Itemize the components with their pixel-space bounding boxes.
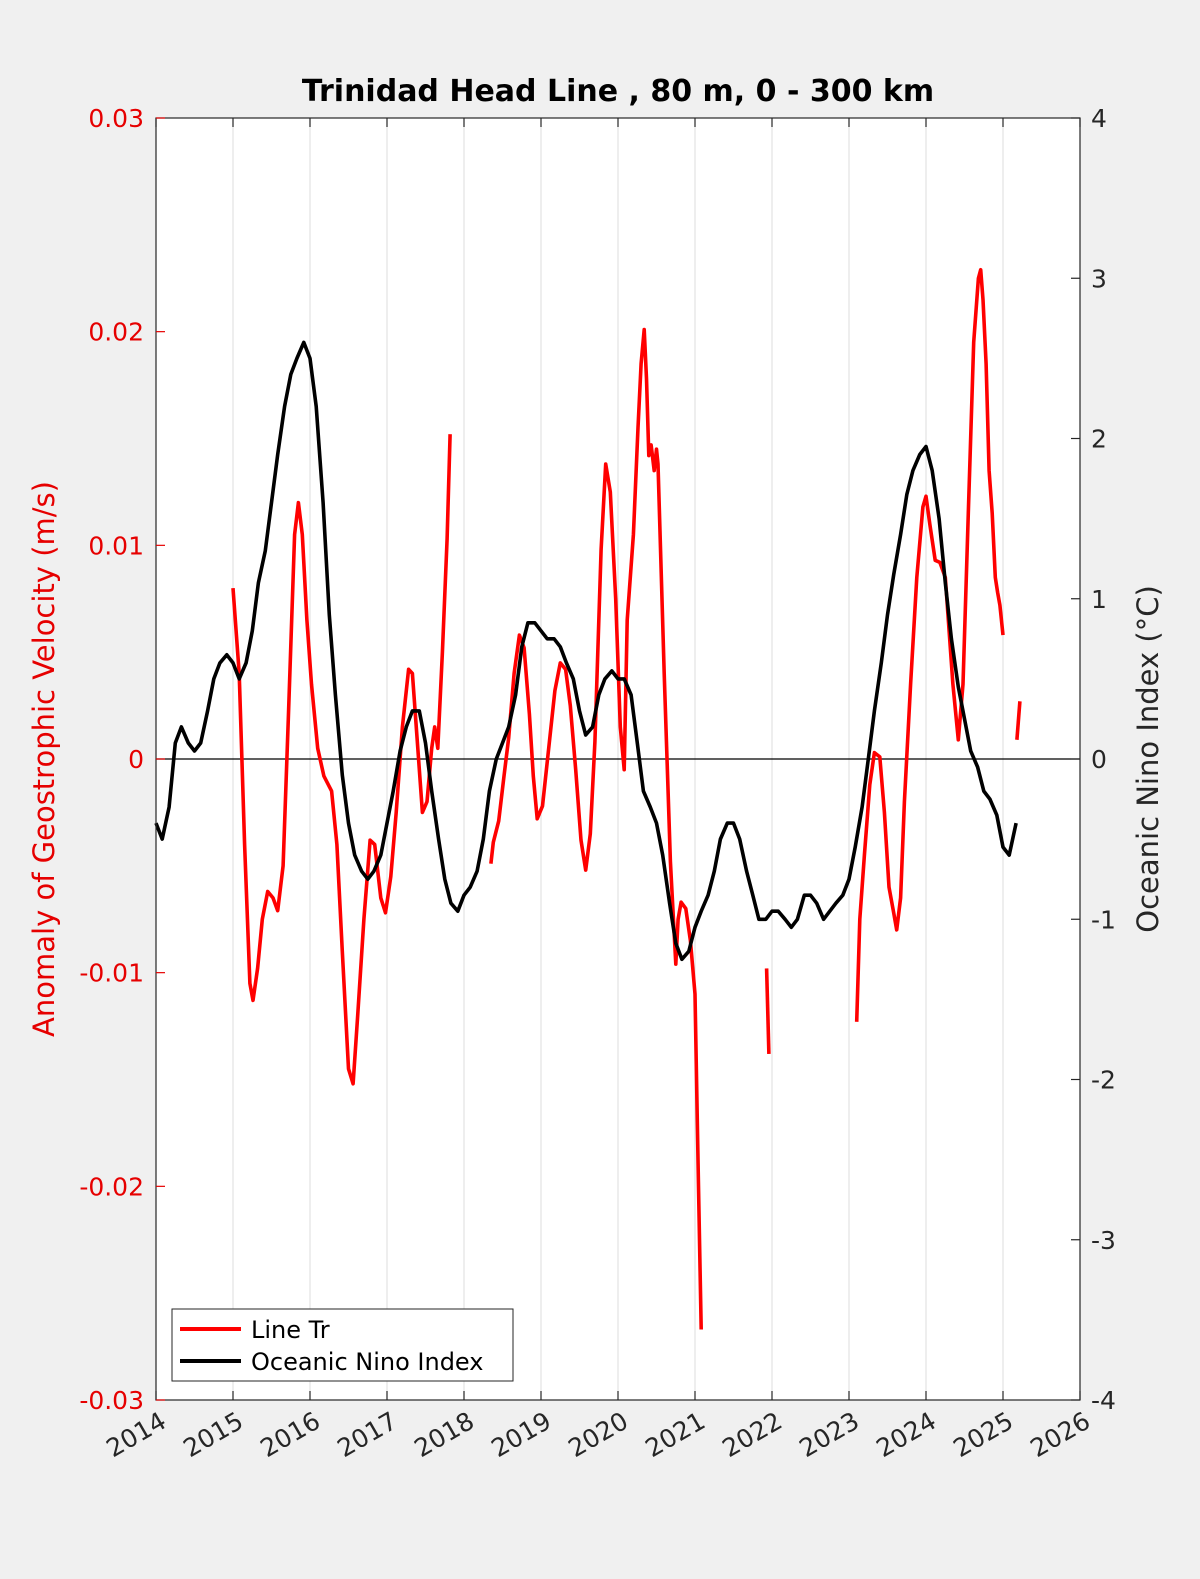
y-right-tick-label: -3 — [1091, 1226, 1116, 1255]
y-right-tick-label: 2 — [1091, 425, 1107, 454]
y-left-tick-label: -0.01 — [79, 959, 144, 988]
x-tick-label: 2016 — [255, 1406, 325, 1463]
x-tick-label: 2021 — [640, 1406, 710, 1463]
y-left-tick-label: 0.02 — [88, 318, 144, 347]
series-line-line-tr-segment-2 — [764, 968, 771, 1054]
y-right-tick-label: 0 — [1091, 745, 1107, 774]
chart-title: Trinidad Head Line , 80 m, 0 - 300 km — [302, 74, 934, 109]
series-line-line-tr-segment-4 — [1015, 701, 1022, 740]
x-tick-label: 2019 — [486, 1406, 556, 1463]
series-layer — [154, 267, 1022, 1330]
series-line-line-tr-segment-3 — [854, 267, 1005, 1022]
y-axis-right-label: Oceanic Nino Index (°C) — [1131, 585, 1165, 933]
x-tick-label: 2024 — [871, 1406, 941, 1463]
x-tick-label: 2017 — [332, 1406, 402, 1463]
x-tick-label: 2020 — [563, 1406, 633, 1463]
x-tick-label: 2026 — [1025, 1406, 1095, 1463]
x-tick-label: 2018 — [409, 1406, 479, 1463]
x-tick-label: 2015 — [178, 1406, 248, 1463]
y-right-tick-label: -2 — [1091, 1066, 1116, 1095]
y-right-tick-label: 1 — [1091, 585, 1107, 614]
y-left-tick-label: -0.02 — [79, 1172, 144, 1201]
y-left-tick-label: 0.01 — [88, 531, 144, 560]
y-right-tick-label: -4 — [1091, 1386, 1116, 1415]
x-tick-label: 2022 — [717, 1406, 787, 1463]
y-left-tick-label: 0 — [128, 745, 144, 774]
y-left-tick-label: -0.03 — [79, 1386, 144, 1415]
x-tick-label: 2023 — [794, 1406, 864, 1463]
y-right-tick-label: 3 — [1091, 264, 1107, 293]
y-left-tick-label: 0.03 — [88, 104, 144, 133]
legend-box — [171, 1308, 514, 1382]
series-line-line-tr-segment-0 — [231, 434, 452, 1086]
legend-label-line-tr: Line Tr — [251, 1316, 330, 1344]
y-axis-left-label: Anomaly of Geostrophic Velocity (m/s) — [27, 481, 61, 1037]
legend-label-oni: Oceanic Nino Index — [251, 1348, 483, 1376]
series-line-line-tr-segment-1 — [489, 327, 703, 1330]
y-right-tick-label: 4 — [1091, 104, 1107, 133]
x-tick-label: 2025 — [948, 1406, 1018, 1463]
legend: Line Tr Oceanic Nino Index — [171, 1308, 514, 1382]
y-right-tick-label: -1 — [1091, 905, 1116, 934]
series-line-oceanic-nino-index-segment-0 — [154, 340, 1018, 962]
